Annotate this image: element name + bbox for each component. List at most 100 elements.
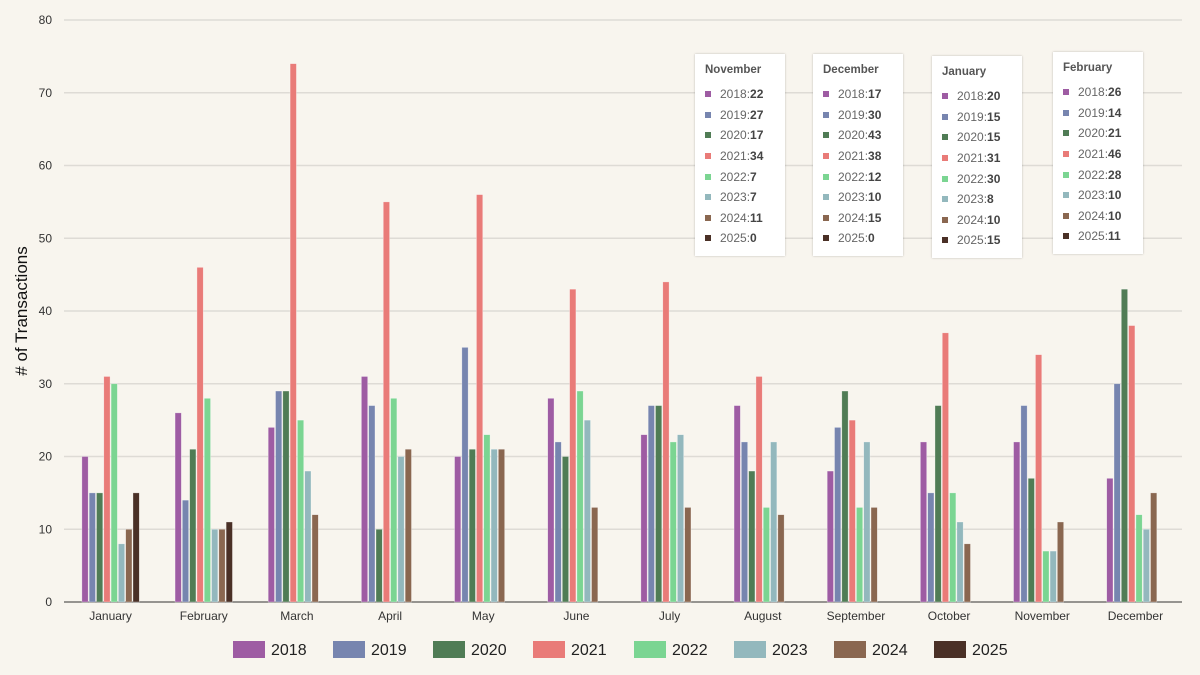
legend-label-2023: 2023 bbox=[772, 642, 808, 659]
bar-2022-january bbox=[110, 383, 118, 603]
bar-2018-december bbox=[1106, 478, 1114, 603]
tooltip-february: February 2018: 26 2019: 14 2020: 21 2021: 46… bbox=[1053, 52, 1143, 254]
x-tick-label: September bbox=[827, 609, 886, 623]
y-axis-label: # of Transactions bbox=[12, 246, 31, 375]
bar-2018-june bbox=[547, 397, 555, 603]
bar-2018-september bbox=[826, 470, 834, 603]
tooltip-value: 17 bbox=[868, 87, 882, 102]
tooltip-row: 2024: 10 bbox=[1063, 206, 1133, 227]
bar-2021-may bbox=[476, 194, 484, 603]
bar-2025-february bbox=[225, 521, 233, 603]
bar-2018-october bbox=[920, 441, 927, 603]
bar-2023-august bbox=[770, 441, 778, 603]
tooltip-value: 17 bbox=[750, 128, 764, 143]
legend-swatch-2020 bbox=[433, 641, 465, 658]
tooltip-value: 10 bbox=[1108, 208, 1122, 223]
tooltip-row: 2025: 11 bbox=[1063, 226, 1133, 247]
bar-2022-december bbox=[1135, 514, 1143, 603]
tooltip-row: 2021: 31 bbox=[942, 148, 1012, 169]
bar-2021-december bbox=[1128, 325, 1136, 603]
tooltip-value: 26 bbox=[1108, 85, 1122, 100]
series-swatch-icon bbox=[1063, 151, 1069, 158]
series-swatch-icon bbox=[942, 216, 948, 223]
bar-2018-march bbox=[267, 427, 275, 603]
tooltip-row: 2024: 15 bbox=[823, 208, 893, 229]
bar-2021-march bbox=[289, 63, 297, 603]
tooltip-series: 2018: bbox=[957, 89, 988, 104]
bar-2023-april bbox=[397, 456, 405, 603]
series-swatch-icon bbox=[705, 91, 711, 98]
x-tick-label: January bbox=[89, 609, 132, 623]
y-tick-label: 80 bbox=[39, 13, 53, 27]
x-tick-label: June bbox=[563, 609, 589, 623]
tooltip-value: 31 bbox=[987, 151, 1001, 166]
bar-2023-march bbox=[304, 470, 312, 603]
tooltip-series: 2022: bbox=[838, 169, 869, 184]
series-swatch-icon bbox=[823, 173, 829, 180]
tooltip-series: 2025: bbox=[957, 233, 988, 248]
tooltip-value: 22 bbox=[750, 87, 764, 102]
tooltip-title: December bbox=[823, 64, 879, 76]
legend-label-2021: 2021 bbox=[571, 642, 607, 659]
bar-2018-november bbox=[1013, 441, 1021, 603]
bar-2024-june bbox=[591, 507, 599, 603]
tooltip-series: 2024: bbox=[957, 212, 988, 227]
tooltip-value: 7 bbox=[750, 190, 757, 205]
bar-2019-september bbox=[834, 427, 842, 603]
legend-swatch-2025 bbox=[934, 641, 966, 658]
tooltip-series: 2024: bbox=[838, 210, 869, 225]
x-tick-label: August bbox=[744, 609, 782, 623]
tooltip-january: January 2018: 20 2019: 15 2020: 15 2021: 31 2… bbox=[932, 56, 1022, 258]
bar-2024-september bbox=[870, 507, 878, 603]
y-tick-label: 0 bbox=[45, 595, 52, 609]
tooltip-series: 2022: bbox=[1078, 167, 1109, 182]
bar-2021-august bbox=[755, 376, 763, 603]
series-swatch-icon bbox=[1063, 130, 1069, 137]
x-tick-label: December bbox=[1108, 609, 1163, 623]
tooltip-series: 2019: bbox=[1078, 105, 1109, 120]
tooltip-row: 2021: 34 bbox=[705, 146, 775, 167]
bar-2021-july bbox=[662, 281, 670, 603]
bar-2019-november bbox=[1020, 405, 1028, 603]
tooltip-series: 2021: bbox=[838, 149, 869, 164]
y-tick-label: 30 bbox=[39, 377, 53, 391]
bar-2020-august bbox=[748, 470, 756, 603]
tooltip-series: 2019: bbox=[957, 109, 988, 124]
bar-2022-november bbox=[1042, 550, 1050, 603]
series-swatch-icon bbox=[705, 153, 711, 160]
bar-2024-october bbox=[963, 543, 971, 603]
tooltip-row: 2023: 10 bbox=[1063, 185, 1133, 206]
series-swatch-icon bbox=[823, 91, 829, 98]
bar-2020-november bbox=[1027, 478, 1035, 603]
series-swatch-icon bbox=[942, 113, 948, 120]
bar-2018-january bbox=[81, 456, 89, 603]
bar-2024-november bbox=[1057, 521, 1064, 603]
tooltip-value: 15 bbox=[987, 109, 1001, 124]
bar-2021-april bbox=[382, 201, 390, 603]
tooltip-series: 2020: bbox=[1078, 126, 1109, 141]
tooltip-value: 8 bbox=[987, 192, 994, 207]
bar-2020-february bbox=[189, 448, 197, 603]
tooltip-row: 2020: 43 bbox=[823, 125, 893, 146]
bar-2023-july bbox=[677, 434, 684, 603]
bar-2019-october bbox=[927, 492, 935, 603]
bar-2023-may bbox=[490, 448, 498, 603]
tooltip-row: 2019: 27 bbox=[705, 105, 775, 126]
tooltip-row: 2018: 20 bbox=[942, 86, 1012, 107]
bar-2025-january bbox=[132, 492, 140, 603]
bar-2020-july bbox=[655, 405, 663, 603]
tooltip-row: 2024: 11 bbox=[705, 208, 775, 229]
tooltip-value: 7 bbox=[750, 169, 757, 184]
bar-2023-january bbox=[118, 543, 125, 603]
tooltip-series: 2021: bbox=[957, 151, 988, 166]
bar-2024-february bbox=[218, 528, 226, 603]
legend-swatch-2022 bbox=[634, 641, 666, 658]
tooltip-row: 2018: 26 bbox=[1063, 82, 1133, 103]
series-swatch-icon bbox=[823, 132, 829, 139]
series-swatch-icon bbox=[705, 214, 711, 221]
tooltip-series: 2022: bbox=[720, 169, 751, 184]
bar-2018-august bbox=[733, 405, 741, 603]
series-swatch-icon bbox=[1063, 89, 1069, 96]
tooltip-series: 2023: bbox=[957, 192, 988, 207]
bar-2023-october bbox=[956, 521, 964, 603]
